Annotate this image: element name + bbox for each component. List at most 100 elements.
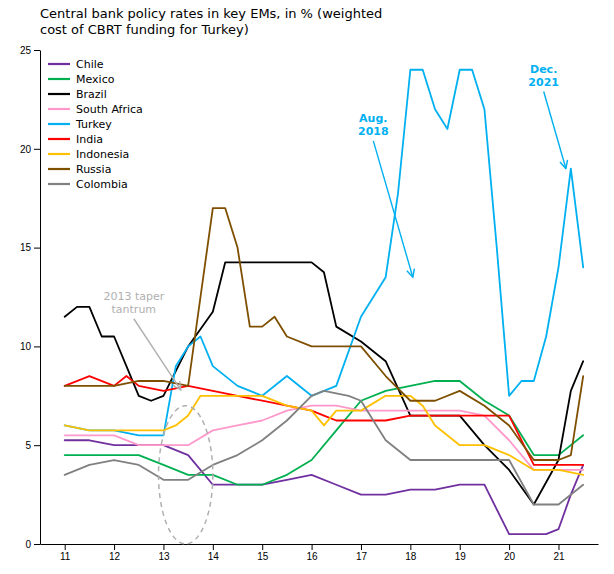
x-tick-label: 15 (257, 551, 269, 562)
legend: Chile Mexico Brazil South Africa Turkey India… (48, 58, 143, 191)
annotation-arrow (544, 92, 566, 169)
x-tick-mark (558, 544, 559, 550)
annotation-text-line: Dec. (530, 63, 557, 76)
y-tick: 25 (20, 45, 40, 56)
annotation-arrow (373, 141, 413, 277)
x-tick: 16 (307, 544, 319, 562)
y-tick-label: 25 (20, 45, 32, 56)
y-tick: 0 (25, 539, 40, 550)
y-axis-line (40, 51, 41, 545)
y-tick: 10 (20, 341, 40, 352)
legend-item: Russia (48, 163, 111, 176)
legend-item: Chile (48, 58, 104, 71)
y-tick-label: 5 (25, 440, 31, 451)
title-line: Central bank policy rates in key EMs, in… (40, 6, 382, 21)
x-tick-label: 13 (158, 551, 170, 562)
x-tick-mark (361, 544, 362, 550)
x-tick: 19 (455, 544, 467, 562)
x-tick-label: 18 (405, 551, 417, 562)
legend-label: Mexico (76, 73, 115, 86)
legend-swatch (48, 108, 70, 110)
x-axis: 11 12 13 14 15 16 17 18 19 20 21 (41, 544, 599, 562)
legend-swatch (48, 138, 70, 140)
annotation-text-line: Aug. (359, 112, 387, 125)
annotation-ellipse (159, 406, 213, 544)
series-line (65, 396, 583, 475)
legend-label: Chile (76, 58, 104, 71)
series-line (65, 208, 583, 460)
x-tick-label: 12 (109, 551, 121, 562)
legend-item: Colombia (48, 178, 128, 191)
series-line (65, 391, 583, 505)
legend-swatch (48, 93, 70, 95)
legend-item: Turkey (48, 118, 112, 131)
legend-item: India (48, 133, 103, 146)
x-tick-label: 14 (208, 551, 220, 562)
legend-item: Indonesia (48, 148, 129, 161)
title-line: cost of CBRT funding for Turkey) (40, 22, 249, 37)
x-tick-label: 17 (356, 551, 368, 562)
legend-swatch (48, 123, 70, 125)
legend-label: Russia (76, 163, 111, 176)
legend-swatch (48, 183, 70, 185)
y-tick-label: 10 (20, 341, 32, 352)
x-tick-label: 20 (504, 551, 516, 562)
legend-label: Turkey (75, 118, 112, 131)
x-tick: 13 (158, 544, 170, 562)
legend-item: Mexico (48, 73, 115, 86)
legend-label: Colombia (76, 178, 128, 191)
title: Central bank policy rates in key EMs, in… (40, 6, 382, 37)
y-tick: 20 (20, 144, 40, 155)
chart: Central bank policy rates in key EMs, in… (0, 0, 614, 574)
x-tick-label: 16 (307, 551, 319, 562)
y-tick: 5 (25, 440, 40, 451)
x-tick: 14 (208, 544, 220, 562)
x-tick-mark (114, 544, 115, 550)
x-tick-label: 21 (553, 551, 565, 562)
annotation-text-line: tantrum (112, 303, 157, 316)
x-tick-label: 19 (455, 551, 467, 562)
y-tick-mark (34, 149, 40, 150)
x-tick-mark (509, 544, 510, 550)
legend-item: South Africa (48, 103, 143, 116)
y-tick-label: 0 (25, 539, 31, 550)
x-tick-mark (213, 544, 214, 550)
legend-swatch (48, 63, 70, 65)
legend-swatch (48, 78, 70, 80)
x-tick: 20 (504, 544, 516, 562)
annotation-text-line: 2018 (358, 125, 389, 138)
x-axis-line (41, 544, 599, 545)
y-tick-mark (34, 544, 40, 545)
legend-label: India (76, 133, 103, 146)
legend-swatch (48, 153, 70, 155)
legend-label: Brazil (76, 88, 107, 101)
y-tick-mark (34, 445, 40, 446)
annotation-text: 2013 tapertantrum (103, 290, 164, 316)
legend-item: Brazil (48, 88, 107, 101)
x-tick-mark (460, 544, 461, 550)
legend-label: South Africa (76, 103, 143, 116)
x-tick: 11 (60, 544, 71, 562)
x-tick-mark (312, 544, 313, 550)
x-tick: 21 (553, 544, 565, 562)
series-line (65, 376, 583, 465)
x-tick-mark (410, 544, 411, 550)
lines (65, 70, 583, 534)
legend-swatch (48, 168, 70, 170)
x-tick-mark (262, 544, 263, 550)
y-tick: 15 (20, 242, 40, 253)
y-tick-mark (34, 248, 40, 249)
x-tick: 17 (356, 544, 368, 562)
x-tick: 18 (405, 544, 417, 562)
y-tick-mark (34, 50, 40, 51)
annotations: 2013 tapertantrum Aug.2018 Dec.2021 (103, 63, 565, 544)
legend-label: Indonesia (76, 148, 129, 161)
annotation-text-line: 2013 taper (103, 290, 164, 303)
plot: 11 12 13 14 15 16 17 18 19 20 21 0 5 10 15 20 25 2013 tap… (20, 45, 599, 562)
y-tick-label: 15 (20, 242, 32, 253)
annotation-text: Dec.2021 (528, 63, 559, 89)
y-tick-mark (34, 346, 40, 347)
x-tick: 12 (109, 544, 121, 562)
y-axis: 0 5 10 15 20 25 (20, 45, 41, 550)
annotation-arrow (134, 319, 181, 390)
